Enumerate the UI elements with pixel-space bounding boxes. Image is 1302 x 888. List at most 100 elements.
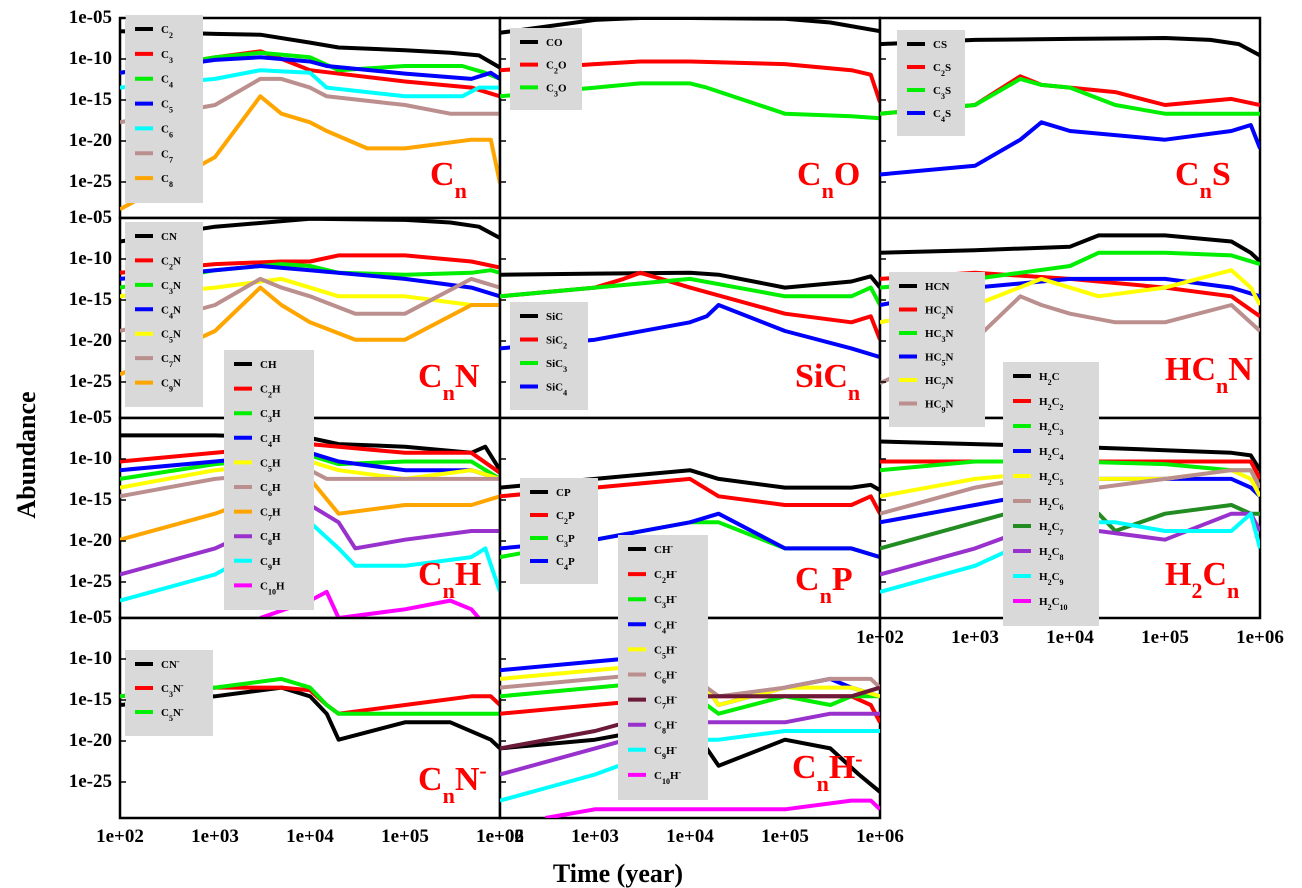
y-axis-title: Abundance: [12, 391, 41, 518]
legend-label: CO: [546, 37, 563, 49]
legend-box: [224, 350, 314, 610]
legend-label: C3: [161, 49, 173, 65]
legend-label: C3P: [556, 533, 575, 549]
series-line-h2cn-0: [880, 439, 1260, 472]
legend-label: C2N: [161, 255, 181, 271]
series-line-cno-0: [500, 18, 880, 35]
legend-cno: CO C2O C3O: [510, 28, 582, 110]
series-group: [500, 270, 880, 360]
series-line-cnn-4: [120, 276, 500, 307]
legend-label: C7N: [161, 353, 181, 369]
x-tick-label: 1e+06: [1236, 627, 1284, 648]
legend-sicn: SiC SiC2 SiC3 SiC4: [510, 302, 588, 410]
legend-label: HCN: [925, 281, 950, 293]
legend-label: C7H-: [654, 692, 678, 710]
series-line-cno-1: [500, 59, 880, 103]
x-tick-label: 1e+05: [1141, 627, 1189, 648]
x-tick-label: 1e+03: [191, 826, 239, 847]
series-line-cnn-1: [120, 253, 500, 275]
series-line-cn-5: [120, 76, 500, 125]
x-tick-label: 1e+02: [96, 826, 144, 847]
legend-cnn: CN C2N C3N C4N C5N C7N C9N: [125, 222, 203, 407]
legend-label: H2C2: [1039, 396, 1064, 412]
legend-label: C5: [161, 99, 173, 115]
x-tick-label: 1e+03: [571, 826, 619, 847]
y-tick-label: 1e-20: [69, 330, 112, 351]
ticks-group: 1e-05 1e-10 1e-15 1e-20 1e-25 1e-05 1e-10 1e-15…: [69, 7, 1284, 847]
legend-label: HC5N: [925, 352, 954, 368]
y-tick-label: 1e-10: [69, 48, 112, 69]
series-line-cns-2: [880, 76, 1260, 116]
y-tick-label: 1e-25: [69, 371, 112, 392]
series-line-cns-3: [880, 120, 1260, 177]
legend-box: [889, 272, 985, 427]
legend-label: C9H: [260, 556, 281, 572]
series-line-cn-2: [120, 50, 500, 81]
series-group: [120, 676, 500, 750]
legend-label: C6H-: [654, 667, 678, 685]
series-line-sicn-3: [500, 303, 880, 360]
legend-box: [618, 535, 708, 800]
series-line-h2cn-5: [880, 468, 1260, 516]
series-line-cns-0: [880, 36, 1260, 58]
legend-label: C4S: [933, 108, 951, 124]
series-line-cnh-4: [120, 459, 500, 490]
legend-label: HC7N: [925, 375, 954, 391]
series-group: [120, 29, 500, 212]
series-line-cnh-2: [120, 453, 500, 481]
series-line-h2cn-8: [880, 511, 1260, 594]
legend-label: CN: [161, 231, 177, 243]
y-tick-label: 1e-10: [69, 248, 112, 269]
y-tick-label: 1e-25: [69, 571, 112, 592]
series-line-cnn-3: [120, 264, 500, 299]
legend-label: C7H: [260, 507, 281, 523]
legend-label: H2C9: [1039, 571, 1064, 587]
x-tick-label: 1e+02: [856, 627, 904, 648]
legend-label: C3N-: [161, 681, 184, 699]
legend-label: SiC4: [546, 382, 567, 398]
legend-label: C3H-: [654, 592, 678, 610]
legend-label: C3S: [933, 85, 951, 101]
series-line-cnh-6: [120, 476, 500, 542]
y-tick-label: 1e-05: [69, 7, 112, 28]
series-line-cnh_minus-9: [544, 798, 880, 818]
legend-label: SiC: [546, 311, 563, 323]
legend-label: SiC3: [546, 358, 567, 374]
legend-label: C9H-: [654, 742, 678, 760]
legend-label: C4H: [260, 433, 281, 449]
legend-label: CH-: [654, 542, 674, 557]
legend-label: C10H: [260, 580, 285, 596]
y-tick-label: 1e-20: [69, 530, 112, 551]
legend-label: C2H-: [654, 567, 678, 585]
y-tick-label: 1e-10: [69, 448, 112, 469]
legend-label: H2C7: [1039, 521, 1064, 537]
x-tick-label: 1e+06: [856, 826, 904, 847]
legend-label: H2C10: [1039, 596, 1068, 612]
panel-label-cno: CnO: [797, 156, 860, 203]
y-tick-label: 1e-25: [69, 771, 112, 792]
series-line-h2cn-7: [880, 511, 1260, 577]
legend-h2cn: H2C H2C2 H2C3 H2C4 H2C5 H2C6 H2C7 H2C8 H2C9 H2C10: [1003, 362, 1099, 626]
legend-box: [520, 478, 598, 584]
legend-label: CN-: [161, 657, 180, 672]
series-line-cnn-5: [120, 276, 500, 333]
legend-label: C10H-: [654, 767, 682, 785]
legend-label: C9N: [161, 378, 181, 394]
panel-label-cnn: CnN: [418, 358, 480, 405]
series-line-cnn-6: [120, 285, 500, 377]
legend-label: H2C: [1039, 371, 1060, 387]
series-line-hcnn-5: [880, 294, 1260, 386]
series-line-sicn-1: [500, 270, 880, 341]
y-tick-label: 1e-15: [69, 689, 112, 710]
series-group: [500, 18, 880, 121]
x-tick-label: 1e+04: [1046, 627, 1094, 648]
legend-label: C2S: [933, 62, 951, 78]
legend-label: H2C3: [1039, 421, 1064, 437]
series-line-cn-6: [120, 94, 500, 212]
y-tick-label: 1e-10: [69, 648, 112, 669]
legend-label: C8: [161, 173, 173, 189]
legend-label: C4H-: [654, 617, 678, 635]
legend-label: C6H: [260, 482, 281, 498]
legend-label: HC3N: [925, 328, 954, 344]
series-line-cnp-0: [500, 468, 880, 492]
